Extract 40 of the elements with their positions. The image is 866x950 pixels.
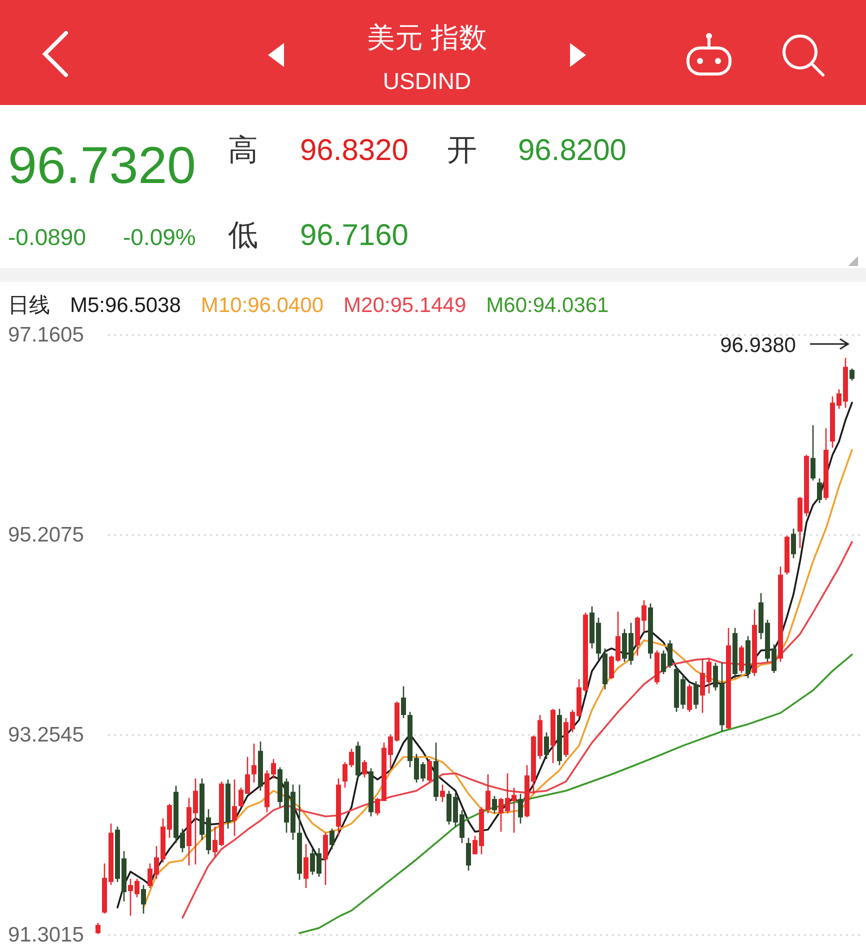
y-tick-label: 95.2075 — [8, 524, 84, 546]
text: 96.8200 — [518, 134, 626, 167]
candlestick — [330, 828, 334, 850]
candlestick — [518, 793, 523, 824]
candlestick — [817, 478, 822, 504]
chart-title: 美元 指数 — [367, 22, 487, 53]
candlestick — [492, 795, 497, 814]
candlestick — [141, 884, 146, 914]
text: 96.7160 — [300, 219, 408, 252]
candlestick — [252, 743, 256, 784]
candlestick — [544, 732, 549, 760]
candlestick — [362, 759, 367, 778]
candlestick — [850, 368, 854, 382]
text: 高 — [228, 134, 258, 167]
candlestick — [440, 784, 445, 803]
annotation: 96.9380 — [720, 334, 796, 357]
chart-subtitle: USDIND — [382, 68, 472, 94]
text: 96.7320 — [8, 137, 196, 195]
text: 低 — [228, 219, 258, 252]
candlestick — [687, 684, 692, 713]
y-tick-label: 93.2545 — [8, 724, 84, 746]
candlestick — [232, 778, 237, 836]
line-series — [182, 541, 853, 919]
text: 开 — [447, 134, 477, 167]
candlestick — [427, 758, 432, 782]
line-series — [298, 654, 853, 934]
legend: 日线 M5:96.5038 M10:96.0400 M20:95.1449 M60:94.0361 — [8, 294, 609, 317]
candlestick — [791, 528, 796, 559]
candlestick — [810, 424, 816, 482]
y-tick-label: 91.3015 — [8, 924, 84, 946]
text: -0.0890 — [8, 224, 86, 250]
candlestick — [739, 644, 744, 674]
candlestick — [466, 837, 471, 872]
text: 96.8320 — [300, 134, 408, 167]
text: -0.09% — [123, 224, 196, 250]
candlestick — [694, 680, 698, 710]
y-tick-label: 97.1605 — [8, 324, 84, 346]
candlestick — [304, 843, 308, 889]
candlestick — [401, 686, 406, 719]
candlestick — [96, 922, 100, 935]
